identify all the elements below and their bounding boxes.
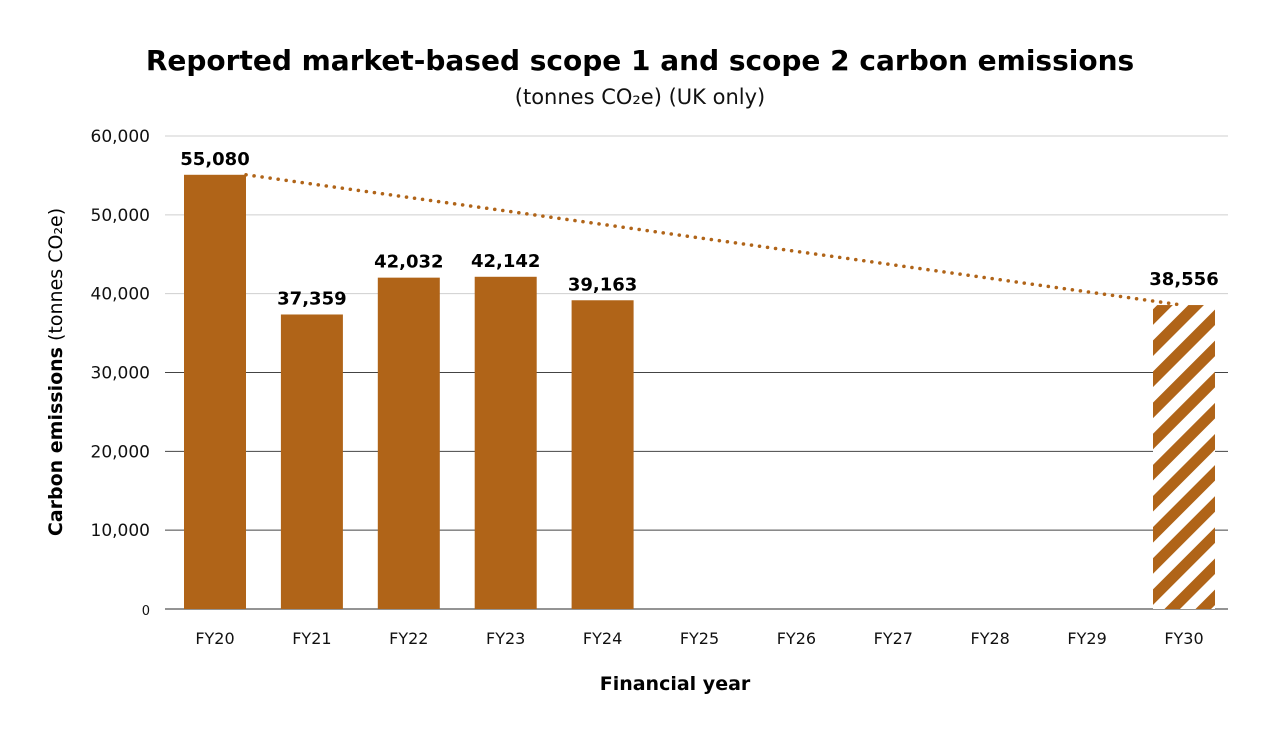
trend-line bbox=[244, 173, 1184, 307]
bar bbox=[184, 174, 246, 609]
value-label: 55,080 bbox=[180, 149, 249, 170]
y-tick-label: 60,000 bbox=[91, 127, 150, 147]
x-axis-ticks: FY20 FY21 FY22 FY23 FY24 FY25 FY26 FY27 FY28 FY29… bbox=[195, 629, 1203, 648]
chart-title: Reported market-based scope 1 and scope … bbox=[146, 44, 1134, 77]
x-tick-label: FY29 bbox=[1067, 629, 1106, 648]
x-tick-label: FY28 bbox=[971, 629, 1010, 648]
y-tick-label: 20,000 bbox=[91, 442, 150, 462]
bar bbox=[280, 314, 343, 609]
x-tick-label: FY24 bbox=[583, 629, 622, 648]
x-tick-label: FY27 bbox=[874, 629, 913, 648]
bar bbox=[377, 277, 440, 609]
value-label: 39,163 bbox=[568, 274, 637, 295]
chart-subtitle: (tonnes CO₂e) (UK only) bbox=[515, 85, 765, 109]
value-label: 38,556 bbox=[1149, 269, 1218, 290]
trend-line-group bbox=[244, 173, 1184, 307]
value-label: 42,142 bbox=[471, 251, 540, 272]
x-tick-label: FY22 bbox=[389, 629, 428, 648]
bars bbox=[184, 174, 1215, 609]
y-tick-label: 0 bbox=[142, 604, 150, 619]
y-axis-ticks: 0 10,000 20,000 30,000 40,000 50,000 60,000 bbox=[91, 127, 150, 619]
y-axis-title: Carbon emissions (tonnes CO₂e) bbox=[45, 208, 67, 536]
y-axis-title-bold: Carbon emissions bbox=[45, 347, 67, 536]
y-axis-title-unit: (tonnes CO₂e) bbox=[45, 208, 67, 347]
value-label: 37,359 bbox=[277, 288, 346, 309]
value-label: 42,032 bbox=[374, 252, 443, 273]
x-tick-label: FY23 bbox=[486, 629, 525, 648]
y-tick-label: 50,000 bbox=[91, 206, 150, 226]
x-tick-label: FY25 bbox=[680, 629, 719, 648]
y-tick-label: 30,000 bbox=[91, 364, 150, 384]
x-axis-title: Financial year bbox=[600, 673, 751, 695]
y-tick-label: 10,000 bbox=[91, 521, 150, 541]
bar bbox=[474, 276, 537, 609]
x-tick-label: FY26 bbox=[777, 629, 816, 648]
x-tick-label: FY30 bbox=[1164, 629, 1203, 648]
bar bbox=[571, 300, 634, 609]
y-tick-label: 40,000 bbox=[91, 285, 150, 305]
x-tick-label: FY20 bbox=[195, 629, 234, 648]
bar bbox=[1153, 305, 1215, 609]
value-labels: 55,080 37,359 42,032 42,142 39,163 38,556 bbox=[180, 149, 1218, 310]
x-tick-label: FY21 bbox=[292, 629, 331, 648]
